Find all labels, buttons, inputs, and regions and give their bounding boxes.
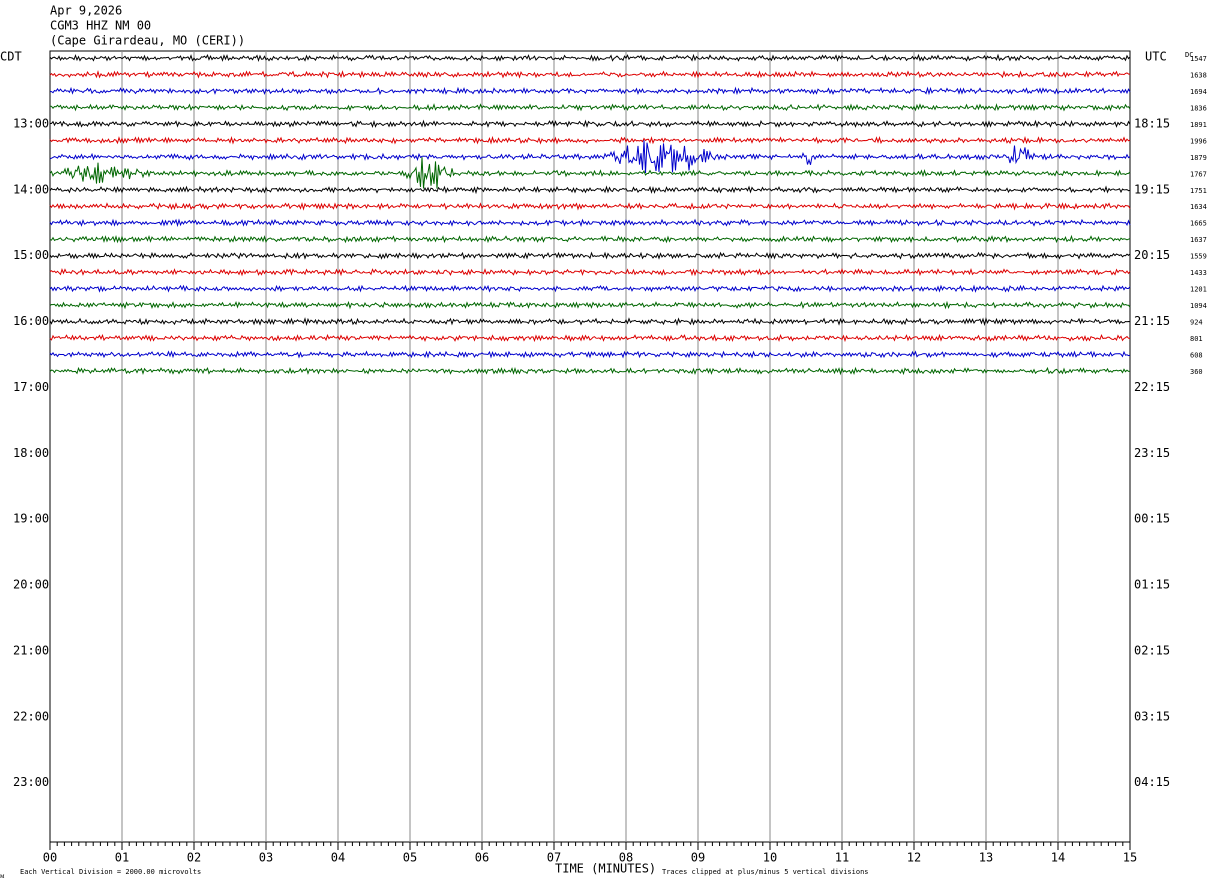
x-axis-title: TIME (MINUTES): [555, 862, 656, 876]
trace: [49, 317, 1131, 327]
trace: [49, 251, 1131, 260]
location: (Cape Girardeau, MO (CERI)): [50, 34, 245, 48]
left-hour-label: 21:00: [13, 643, 49, 657]
left-hour-label: 22:00: [13, 709, 49, 723]
right-hour-label: 18:15: [1134, 116, 1170, 130]
trace: [49, 140, 1131, 174]
x-tick-label: 13: [979, 851, 993, 865]
x-tick-label: 11: [835, 851, 849, 865]
left-hour-label: 19:00: [13, 512, 49, 526]
trace: [49, 157, 1131, 189]
trace: [49, 201, 1131, 211]
left-hour-label: 17:00: [13, 380, 49, 394]
right-hour-label: 22:15: [1134, 380, 1170, 394]
x-tick-label: 07: [547, 851, 561, 865]
trace: [49, 333, 1131, 343]
x-tick-label: 05: [403, 851, 417, 865]
trace: [49, 135, 1131, 145]
dc-value: 1836: [1190, 104, 1207, 112]
x-tick-label: 12: [907, 851, 921, 865]
scale-note: Each Vertical Division = 2000.00 microvo…: [20, 868, 201, 876]
trace: [49, 69, 1131, 79]
x-tick-label: 02: [187, 851, 201, 865]
right-hour-label: 04:15: [1134, 775, 1170, 789]
right-hour-label: 00:15: [1134, 512, 1170, 526]
dc-value: 1559: [1190, 253, 1207, 261]
left-hour-label: 23:00: [13, 775, 49, 789]
trace: [49, 284, 1131, 293]
logo: ᴍ: [0, 872, 5, 880]
dc-value: 1751: [1190, 187, 1207, 195]
dc-value: 1694: [1190, 88, 1207, 96]
x-tick-label: 08: [619, 851, 633, 865]
dc-value: 1094: [1190, 302, 1207, 310]
trace: [49, 300, 1131, 310]
station: CGM3 HHZ NM 00: [50, 19, 151, 33]
left-hour-label: 20:00: [13, 578, 49, 592]
clip-note: Traces clipped at plus/minus 5 vertical …: [662, 868, 869, 876]
trace: [49, 234, 1131, 244]
trace: [50, 119, 1131, 129]
x-tick-label: 10: [763, 851, 777, 865]
left-hour-label: 13:00: [13, 116, 49, 130]
trace: [49, 103, 1131, 112]
dc-value: 1637: [1190, 236, 1207, 244]
trace: [49, 267, 1131, 277]
dc-value: 1201: [1190, 286, 1207, 294]
plot-frame: [49, 50, 1131, 843]
right-axis-title: UTC: [1145, 50, 1167, 64]
dc-value: 1767: [1190, 170, 1207, 178]
left-hour-label: 16:00: [13, 314, 49, 328]
trace: [49, 218, 1131, 228]
dc-value: 608: [1190, 351, 1203, 359]
x-tick-label: 14: [1051, 851, 1065, 865]
dc-value: 1996: [1190, 137, 1207, 145]
right-hour-label: 01:15: [1134, 578, 1170, 592]
dc-value: 924: [1190, 319, 1203, 327]
dc-value: 360: [1190, 368, 1203, 376]
x-tick-label: 06: [475, 851, 489, 865]
dc-value: 1638: [1190, 71, 1207, 79]
dc-title: DC: [1185, 51, 1193, 59]
right-hour-label: 23:15: [1134, 446, 1170, 460]
x-tick-label: 00: [43, 851, 57, 865]
dc-value: 1547: [1190, 55, 1207, 63]
x-tick-label: 03: [259, 851, 273, 865]
x-tick-label: 15: [1123, 851, 1137, 865]
left-hour-label: 14:00: [13, 182, 49, 196]
date: Apr 9,2026: [50, 4, 122, 18]
dc-value: 1879: [1190, 154, 1207, 162]
x-tick-label: 01: [115, 851, 129, 865]
x-tick-label: 09: [691, 851, 705, 865]
right-hour-label: 02:15: [1134, 643, 1170, 657]
right-hour-label: 19:15: [1134, 182, 1170, 196]
right-hour-label: 03:15: [1134, 709, 1170, 723]
trace: [49, 86, 1131, 96]
dc-value: 1891: [1190, 121, 1207, 129]
left-axis-title: CDT: [0, 50, 22, 64]
trace: [49, 350, 1131, 359]
dc-value: 801: [1190, 335, 1203, 343]
left-hour-label: 18:00: [13, 446, 49, 460]
trace: [49, 53, 1131, 63]
trace: [49, 185, 1131, 195]
right-hour-label: 20:15: [1134, 248, 1170, 262]
dc-value: 1433: [1190, 269, 1207, 277]
dc-value: 1634: [1190, 203, 1207, 211]
x-tick-label: 04: [331, 851, 345, 865]
trace: [49, 366, 1131, 376]
dc-value: 1665: [1190, 220, 1207, 228]
left-hour-label: 15:00: [13, 248, 49, 262]
right-hour-label: 21:15: [1134, 314, 1170, 328]
